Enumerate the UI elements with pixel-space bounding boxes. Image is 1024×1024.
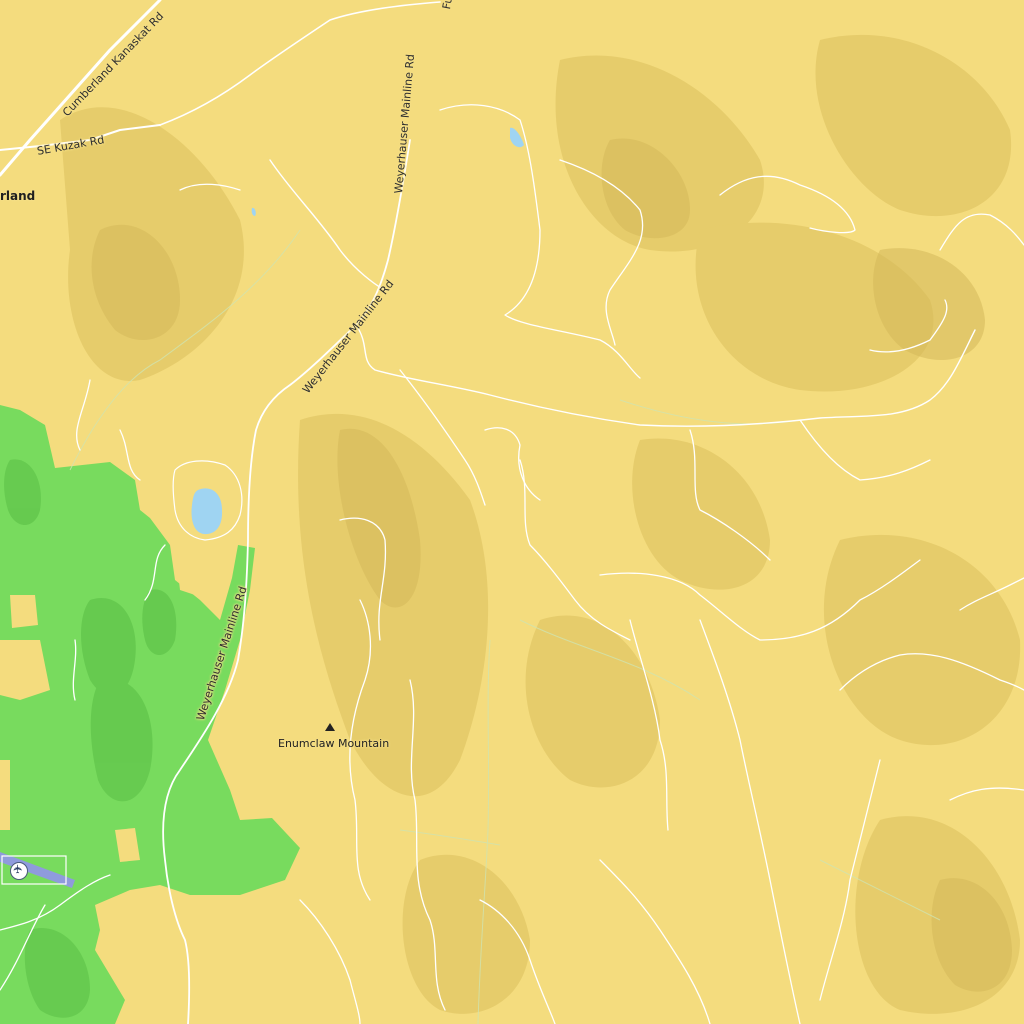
mountain-peak-icon[interactable] — [325, 723, 335, 731]
lake — [191, 488, 223, 535]
hillshade-dark — [91, 138, 1012, 992]
airport-boundary — [1, 855, 67, 885]
place-label-cumberland: rland — [0, 189, 36, 203]
airport-icon[interactable] — [10, 862, 28, 880]
road-weyerhauser — [162, 139, 411, 1024]
runway — [0, 852, 75, 888]
streams — [69, 229, 941, 1024]
peak-label-enumclaw-mountain: Enumclaw Mountain — [278, 737, 390, 750]
road-cumberland-kanaskat — [0, 0, 162, 177]
forest-area — [0, 405, 300, 1024]
water-bodies — [191, 127, 524, 535]
road-kuzak — [0, 124, 161, 151]
